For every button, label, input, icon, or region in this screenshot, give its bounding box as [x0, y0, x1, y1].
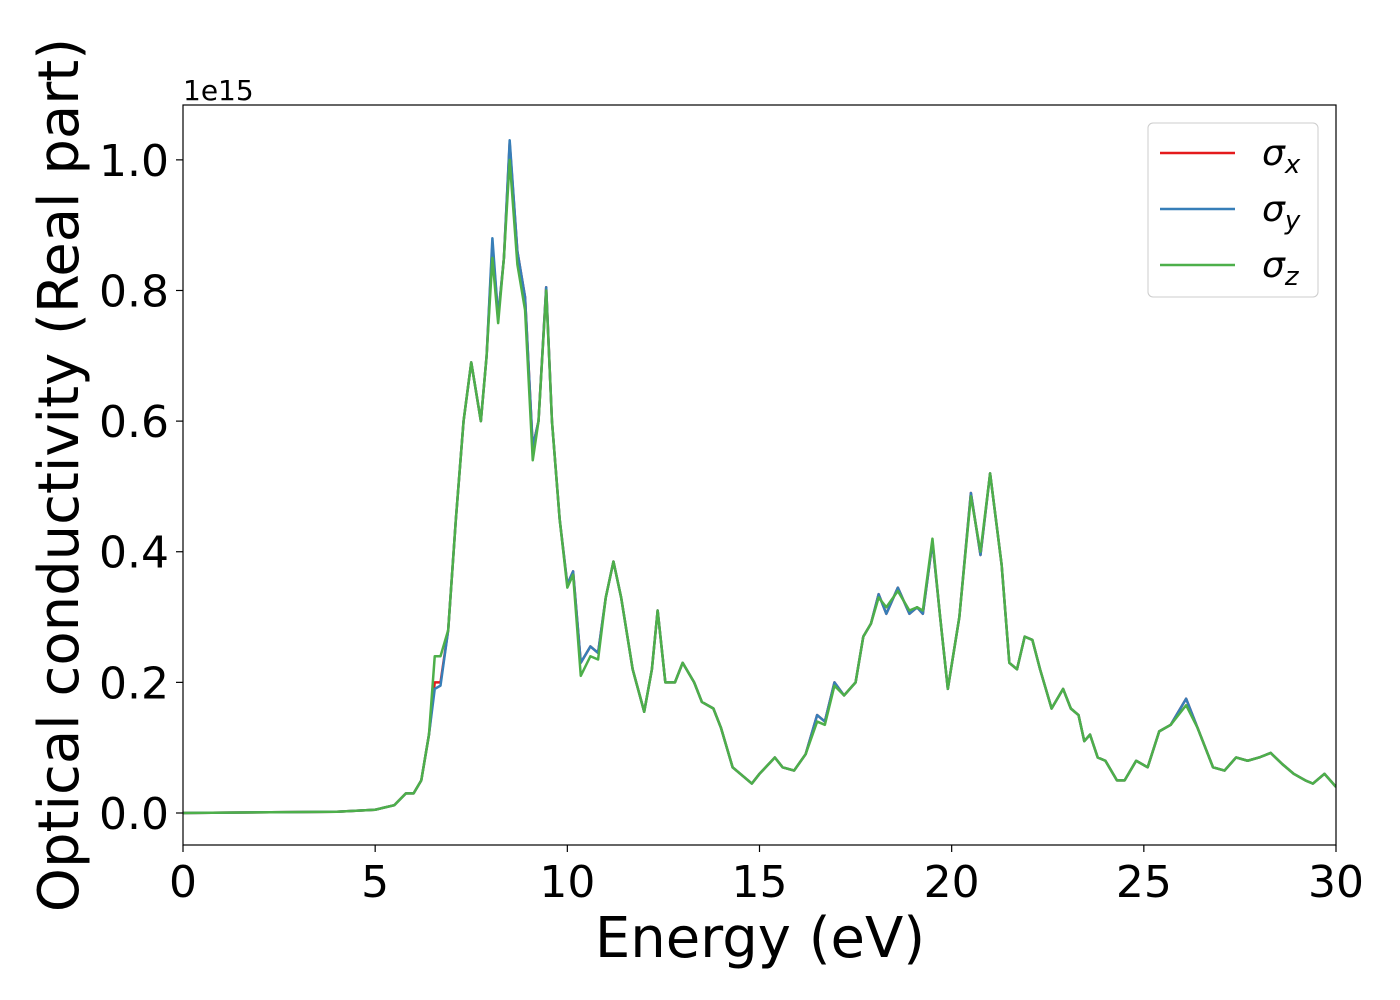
- y-tick-label: 1.0: [99, 136, 169, 187]
- x-tick-label: 30: [1308, 857, 1364, 908]
- y-tick-label: 0.8: [99, 266, 169, 317]
- legend-label: σx: [1262, 133, 1301, 180]
- x-tick-label: 25: [1116, 857, 1172, 908]
- x-tick-label: 15: [732, 857, 788, 908]
- y-tick-label: 0.4: [99, 528, 169, 579]
- y-tick-label: 0.0: [99, 789, 169, 840]
- x-axis-label: Energy (eV): [595, 906, 925, 971]
- y-tick-label: 0.6: [99, 397, 169, 448]
- series-line: [183, 158, 1336, 815]
- x-tick-label: 10: [539, 857, 595, 908]
- y-offset-label: 1e15: [183, 74, 254, 107]
- y-tick-label: 0.2: [99, 658, 169, 709]
- y-axis-label: Optical conductivity (Real part): [27, 38, 92, 912]
- x-tick-label: 20: [924, 857, 980, 908]
- legend-label: σy: [1262, 189, 1301, 236]
- x-tick-label: 5: [361, 857, 389, 908]
- legend-label: σz: [1262, 245, 1300, 292]
- x-tick-label: 0: [169, 857, 197, 908]
- plot-frame: [182, 104, 1337, 846]
